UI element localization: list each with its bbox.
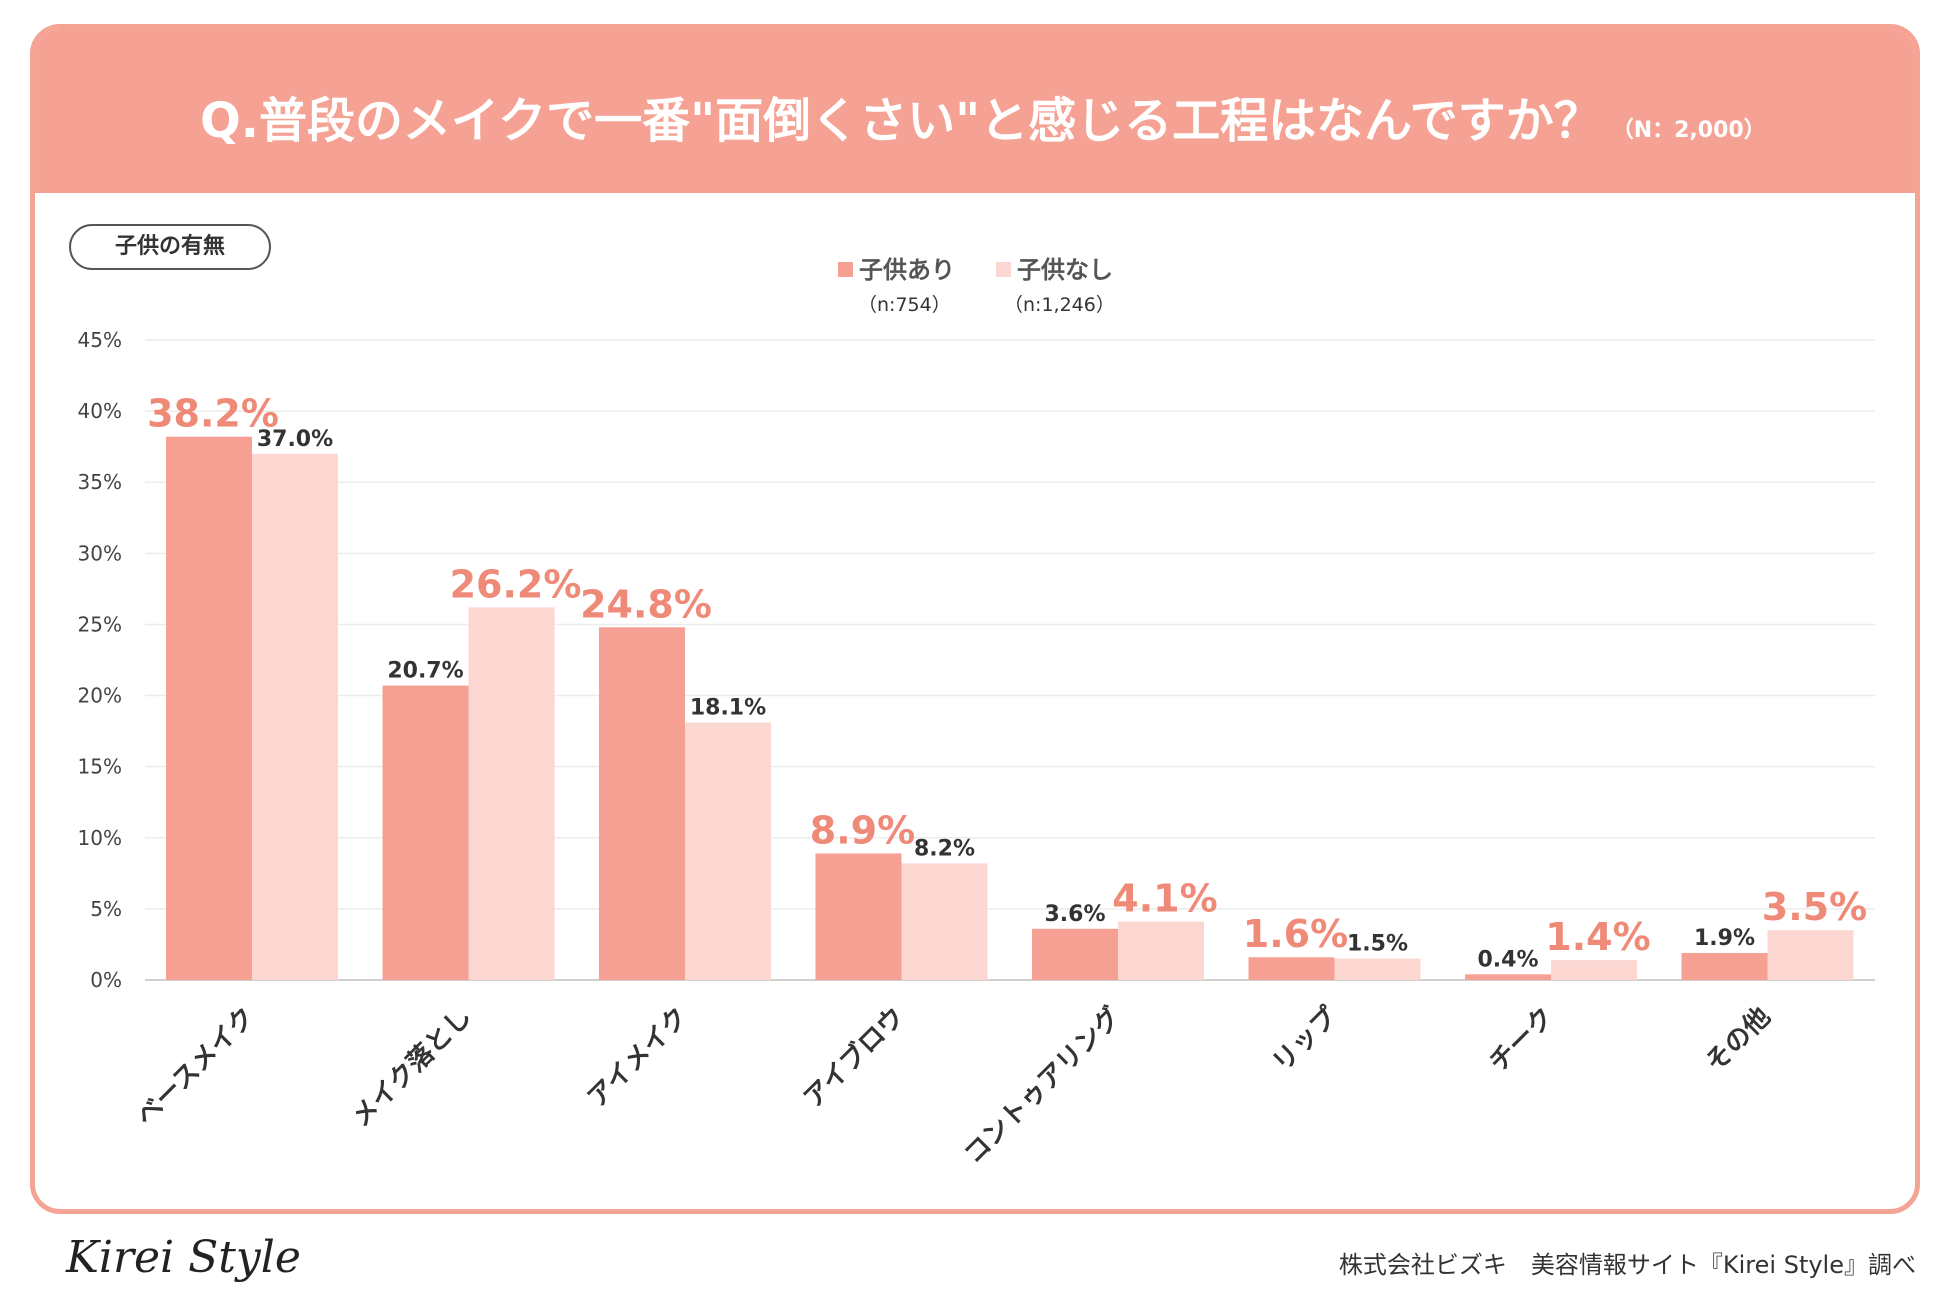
y-tick-label: 35% [78,470,122,494]
filter-pill: 子供の有無 [69,224,271,270]
data-label: 0.4% [1477,947,1538,972]
data-label: 1.6% [1243,912,1348,956]
x-category-label: アイメイク [582,1002,694,1114]
legend-n-series1: （n:754） [858,294,951,316]
y-tick-label: 0% [90,968,122,992]
data-label: 8.9% [810,808,915,852]
data-label: 8.2% [914,836,975,861]
x-category-label: アイブロウ [798,1001,911,1114]
data-label: 18.1% [690,696,766,721]
survey-credit: 株式会社ビズキ 美容情報サイト『Kirei Style』調べ [1338,1251,1916,1279]
x-category-label: メイク落とし [346,1002,477,1133]
bar-without-children [1118,921,1204,980]
data-label: 4.1% [1112,877,1217,921]
chart-card: Q.普段のメイクで一番"面倒くさい"と感じる工程はなんですか？ （N：2,000）… [30,24,1920,1214]
y-tick-label: 5% [90,897,122,921]
bar-without-children [685,722,771,980]
bar-with-children [1465,974,1551,980]
bar-with-children [815,853,902,980]
y-tick-label: 20% [78,684,122,708]
data-label: 24.8% [580,582,712,626]
legend-swatch-series2 [996,262,1011,277]
chart-title: Q.普段のメイクで一番"面倒くさい"と感じる工程はなんですか？ （N：2,000） [200,81,1766,151]
x-category-label: その他 [1700,1002,1776,1078]
y-tick-label: 10% [78,826,122,850]
legend-label-series1: 子供あり [859,256,955,284]
bar-with-children [382,685,469,980]
data-label: 20.7% [387,659,463,684]
data-label: 1.9% [1694,926,1755,951]
x-category-label: リップ [1267,1001,1344,1078]
y-tick-label: 25% [78,612,122,636]
data-label: 1.5% [1347,932,1408,957]
bar-without-children [1767,930,1854,980]
data-label: 3.6% [1044,902,1105,927]
brand-logo: Kirei Style [66,1232,301,1283]
legend-label-series2: 子供なし [1017,256,1113,284]
legend-item-without-children: 子供なし [996,250,1113,285]
x-category-label: チーク [1484,1002,1560,1078]
bar-with-children [599,627,685,980]
bar-with-children [1681,952,1768,980]
bar-without-children [252,453,338,980]
y-tick-label: 40% [78,399,122,423]
header-banner: Q.普段のメイクで一番"面倒くさい"と感じる工程はなんですか？ （N：2,000） [35,29,1915,193]
legend-swatch-series1 [838,262,853,277]
data-label: 1.4% [1545,915,1650,959]
bar-without-children [1334,958,1421,980]
question-text: Q.普段のメイクで一番"面倒くさい"と感じる工程はなんですか？ [200,93,1602,149]
data-label: 37.0% [257,427,333,452]
bar-without-children [1551,960,1637,980]
x-category-label: ベースメイク [131,1002,261,1132]
sample-size: （N：2,000） [1611,118,1766,143]
bar-with-children [1032,928,1118,980]
bar-without-children [468,607,555,980]
legend-n-series2: （n:1,246） [1004,294,1115,316]
bar-with-children [166,436,252,980]
bar-with-children [1248,957,1335,980]
x-category-label: コントゥアリング [959,1002,1127,1170]
data-label: 26.2% [450,562,582,606]
data-label: 38.2% [147,392,279,436]
legend-item-with-children: 子供あり [838,250,955,285]
y-tick-label: 45% [78,328,122,352]
bar-without-children [901,863,988,980]
data-label: 3.5% [1762,885,1867,929]
y-tick-label: 30% [78,541,122,565]
y-tick-label: 15% [78,755,122,779]
